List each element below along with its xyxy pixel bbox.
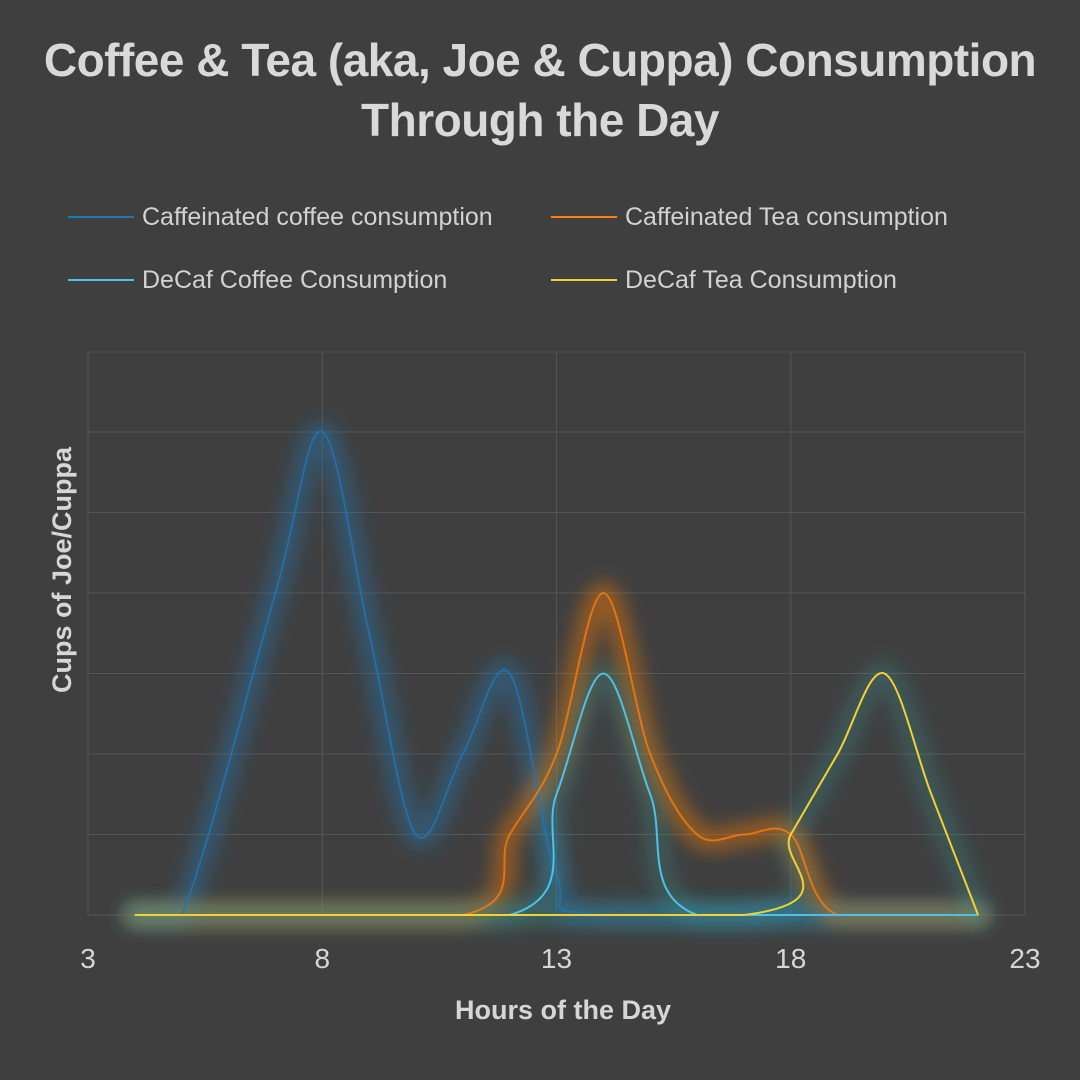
series-line-layer xyxy=(134,430,980,917)
series-line-decaf-tea-consumption xyxy=(134,672,980,917)
legend-swatch-caffeinated-tea xyxy=(551,216,617,218)
legend-swatch-caffeinated-coffee xyxy=(68,216,134,218)
legend-label-decaf-tea: DeCaf Tea Consumption xyxy=(625,265,897,294)
y-axis-title: Cups of Joe/Cuppa xyxy=(47,446,77,693)
x-tick-label: 18 xyxy=(775,943,806,974)
x-tick-label: 23 xyxy=(1009,943,1040,974)
legend-item-decaf-coffee[interactable]: DeCaf Coffee Consumption xyxy=(68,260,447,300)
legend-item-caffeinated-coffee[interactable]: Caffeinated coffee consumption xyxy=(68,197,493,237)
x-tick-label: 8 xyxy=(314,943,330,974)
x-axis-ticks: 3 8 13 18 23 xyxy=(80,943,1040,974)
x-axis-title: Hours of the Day xyxy=(455,995,671,1025)
series-line-caffeinated-coffee-consumption xyxy=(134,430,979,917)
chart-legend: Caffeinated coffee consumption Caffeinat… xyxy=(0,0,1080,320)
legend-swatch-decaf-coffee xyxy=(68,279,134,281)
legend-label-caffeinated-coffee: Caffeinated coffee consumption xyxy=(142,202,493,231)
series-line-caffeinated-tea-consumption xyxy=(134,591,979,917)
chart-title: Coffee & Tea (aka, Joe & Cuppa) Consumpt… xyxy=(0,30,1080,150)
legend-item-caffeinated-tea[interactable]: Caffeinated Tea consumption xyxy=(551,197,948,237)
chart-title-line-2: Through the Day xyxy=(361,94,719,146)
x-tick-label: 13 xyxy=(541,943,572,974)
legend-swatch-decaf-tea xyxy=(551,279,617,281)
legend-label-caffeinated-tea: Caffeinated Tea consumption xyxy=(625,202,948,231)
chart-title-line-1: Coffee & Tea (aka, Joe & Cuppa) Consumpt… xyxy=(43,34,1037,86)
legend-label-decaf-coffee: DeCaf Coffee Consumption xyxy=(142,265,448,294)
x-tick-label: 3 xyxy=(80,943,96,974)
legend-item-decaf-tea[interactable]: DeCaf Tea Consumption xyxy=(551,260,897,300)
